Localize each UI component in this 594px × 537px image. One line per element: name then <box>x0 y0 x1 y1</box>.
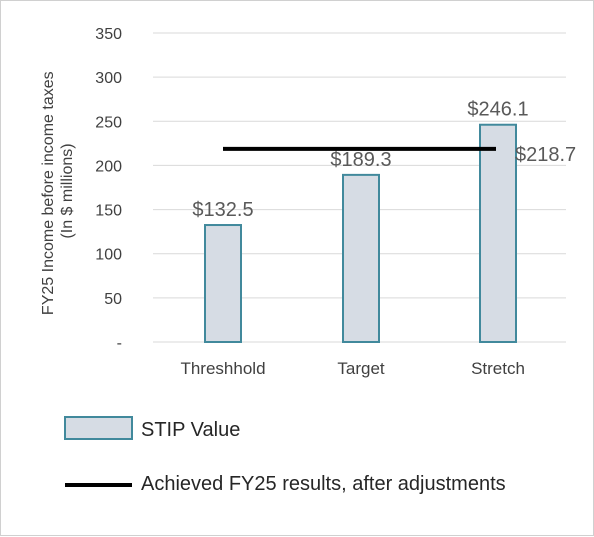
legend-label-achieved-results: Achieved FY25 results, after adjustments <box>141 473 506 495</box>
bar-stretch <box>479 123 517 344</box>
y-tick-label: 100 <box>95 247 122 264</box>
reference-line-group: $218.7 <box>223 144 576 166</box>
y-tick-label: 200 <box>95 158 122 175</box>
bar-data-label: $132.5 <box>192 199 253 221</box>
legend-swatch-stip-value <box>64 416 133 440</box>
category-labels: Threshhold Target Stretch <box>180 359 524 378</box>
y-axis-label: FY25 Income before income taxes (In $ mi… <box>40 67 76 315</box>
y-axis-label-line-2: (In $ millions) <box>59 143 76 238</box>
y-tick-label: 350 <box>95 26 122 43</box>
y-tick-label: 150 <box>95 203 122 220</box>
category-label: Stretch <box>471 359 525 378</box>
y-tick-label: 300 <box>95 70 122 87</box>
y-axis-label-line-1: FY25 Income before income taxes <box>40 71 57 315</box>
y-axis-ticks: - 50 100 150 200 250 300 350 <box>95 26 122 352</box>
legend: STIP Value Achieved FY25 results, after … <box>64 416 506 495</box>
bar-threshhold <box>204 224 242 343</box>
bar-data-label: $189.3 <box>330 149 391 171</box>
category-label: Target <box>337 359 385 378</box>
y-tick-label: 50 <box>104 291 122 308</box>
bars: $132.5 $189.3 $246.1 <box>192 99 529 344</box>
y-tick-label: 250 <box>95 114 122 131</box>
reference-line-label: $218.7 <box>515 144 576 166</box>
legend-label-stip-value: STIP Value <box>141 419 240 441</box>
bar-target <box>342 173 380 343</box>
bar-data-label: $246.1 <box>467 99 528 121</box>
y-tick-label: - <box>117 335 122 352</box>
category-label: Threshhold <box>180 359 265 378</box>
